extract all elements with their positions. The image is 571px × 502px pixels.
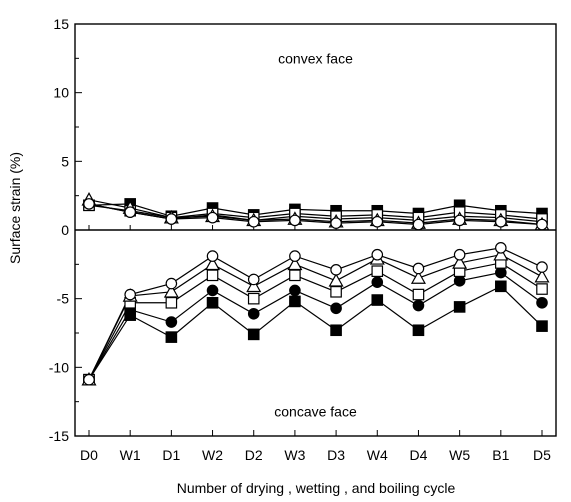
series-8-point-W3 (287, 256, 303, 271)
x-tick-label-W4: W4 (367, 447, 388, 463)
series-5-point-D3 (330, 324, 342, 337)
x-tick-label-D2: D2 (245, 447, 263, 463)
x-tick-label-W5: W5 (449, 447, 470, 463)
y-tick-label-6: -15 (49, 428, 69, 444)
y-tick-label-4: -5 (57, 291, 70, 307)
y-tick-label-3: 0 (61, 222, 69, 238)
series-9-point-W2 (206, 250, 219, 262)
plot-frame-layer (74, 23, 557, 437)
series-line-7 (88, 262, 543, 380)
x-tick-label-D5: D5 (533, 447, 551, 463)
series-8-point-B1 (493, 246, 509, 261)
series-5-point-W2 (206, 296, 219, 309)
x-tick-label-D1: D1 (162, 447, 180, 463)
series-9-point-D3 (330, 264, 342, 276)
annotation-concave-face: concave face (274, 403, 357, 419)
series-6-point-W2 (206, 284, 219, 297)
series-9-point-W1 (124, 288, 136, 301)
series-5-point-W5 (453, 301, 466, 313)
y-tick-label-1: 10 (53, 85, 69, 101)
series-4-point-W1 (124, 206, 136, 218)
series-6-point-D2 (247, 307, 260, 320)
series-5-point-B1 (495, 280, 507, 293)
annotation-convex-face: convex face (278, 50, 353, 66)
x-tick-label-B1: B1 (492, 447, 509, 463)
x-tick-label-W1: W1 (120, 447, 141, 463)
series-line-8 (88, 254, 543, 380)
x-tick-label-D0: D0 (80, 447, 98, 463)
series-line-3 (88, 199, 543, 226)
text-layer: Surface strain (%) Number of drying , we… (7, 50, 456, 496)
series-9-point-D4 (412, 262, 425, 275)
series-9-point-W4 (371, 248, 384, 261)
series-5-point-D2 (247, 328, 260, 341)
axis-ticks-layer: 15 10 5 0 -5 -10 -15 D0 W1 D1 W2 D2 W3 D3 W4 D4 W5 B1 D5 (49, 16, 551, 463)
series-9-point-B1 (495, 242, 507, 254)
series-6-point-W5 (453, 275, 466, 287)
series-9-point-W3 (289, 250, 301, 262)
series-4-point-D5 (536, 218, 548, 231)
series-7-point-D2 (247, 292, 260, 305)
series-5-point-W4 (371, 294, 384, 306)
series-7-point-D5 (536, 283, 548, 295)
series-line-0 (88, 203, 543, 217)
y-tick-label-2: 5 (61, 153, 69, 169)
y-tick-label-5: -10 (49, 359, 69, 375)
series-9-point-D0 (83, 373, 95, 386)
series-6-point-D3 (330, 302, 342, 315)
series-7-point-W2 (206, 269, 219, 282)
y-axis-label: Surface strain (%) (7, 152, 23, 264)
series-line-5 (88, 285, 543, 381)
series-8-point-D2 (246, 278, 262, 293)
series-line-6 (88, 271, 543, 380)
series-4-point-W4 (371, 215, 384, 228)
series-4-point-D1 (165, 213, 178, 225)
series-6-point-D5 (536, 296, 548, 309)
x-tick-label-W2: W2 (202, 447, 223, 463)
x-axis-label: Number of drying , wetting , and boiling… (177, 480, 456, 496)
series-8-point-D4 (410, 270, 426, 284)
series-markers-layer (81, 192, 550, 386)
series-4-point-D4 (412, 218, 425, 231)
series-9-point-D5 (536, 261, 548, 273)
series-6-point-B1 (495, 266, 507, 279)
series-6-point-W3 (289, 284, 301, 297)
series-8-point-D3 (328, 273, 344, 287)
series-7-point-D4 (412, 288, 425, 301)
series-9-point-D1 (165, 277, 178, 290)
series-8-point-W5 (452, 255, 468, 269)
series-8-point-D5 (534, 268, 550, 283)
series-9-point-W5 (453, 248, 466, 261)
series-4-point-W3 (289, 214, 301, 227)
x-tick-label-W3: W3 (284, 447, 305, 463)
series-8-point-D1 (163, 284, 179, 298)
series-5-point-D5 (536, 320, 548, 332)
series-line-4 (88, 203, 543, 226)
series-7-point-D3 (330, 286, 342, 298)
series-5-point-D1 (165, 331, 178, 343)
series-5-point-W3 (289, 295, 301, 308)
series-7-point-W4 (371, 265, 384, 277)
series-8-point-W2 (205, 256, 221, 271)
series-4-point-D0 (83, 198, 95, 210)
series-6-point-D4 (412, 299, 425, 312)
series-lines-layer (88, 199, 543, 381)
x-tick-label-D4: D4 (410, 447, 428, 463)
series-7-point-W3 (289, 269, 301, 282)
series-6-point-W4 (371, 276, 384, 288)
series-9-point-D2 (247, 273, 260, 286)
series-4-point-D3 (330, 217, 342, 229)
series-4-point-D2 (247, 215, 260, 228)
series-4-point-B1 (495, 215, 507, 228)
series-7-point-D1 (165, 296, 178, 309)
series-4-point-W2 (206, 211, 219, 224)
series-4-point-W5 (453, 214, 466, 227)
series-5-point-D4 (412, 324, 425, 337)
y-tick-label-0: 15 (53, 16, 69, 32)
series-6-point-D1 (165, 316, 178, 328)
series-line-9 (88, 247, 543, 380)
x-tick-label-D3: D3 (327, 447, 345, 463)
